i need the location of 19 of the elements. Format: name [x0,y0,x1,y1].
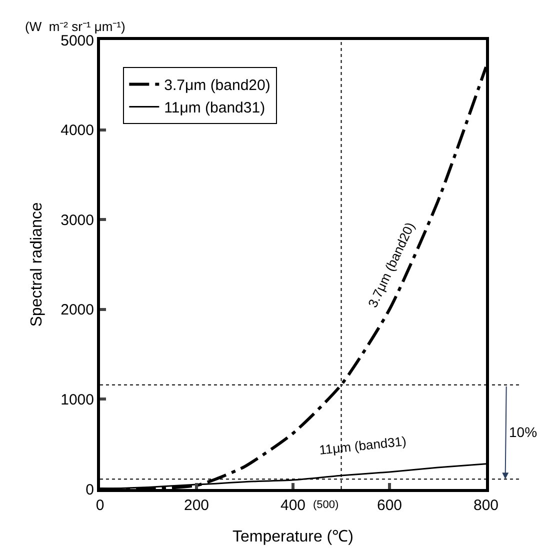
x-tick-label: 200 [184,497,210,514]
y-tick-label: 4000 [60,122,94,140]
legend-label: 3.7μm (band20) [164,77,270,94]
text: (W m⁻² sr⁻¹ μm⁻¹) [25,19,126,34]
x-tick-label: 400 [280,497,306,514]
y-axis-title: Spectral radiance [28,202,46,327]
text: 10% [509,424,538,440]
ref-line-label: (500) [313,499,339,511]
y-tick-label: 1000 [60,391,94,408]
y-tick-label: 0 [86,481,94,498]
x-tick-label: 800 [473,497,499,514]
legend-label: 11μm (band31) [164,100,266,117]
y-tick-label: 2000 [60,302,94,319]
x-tick-label: 600 [376,497,402,514]
annotation: 11μm (band31) [318,433,407,458]
x-axis-title: Temperature (℃) [232,528,354,546]
y-tick-label: 3000 [60,212,94,229]
x-tick-label: 0 [96,497,104,514]
y-tick-label: 5000 [60,32,94,50]
